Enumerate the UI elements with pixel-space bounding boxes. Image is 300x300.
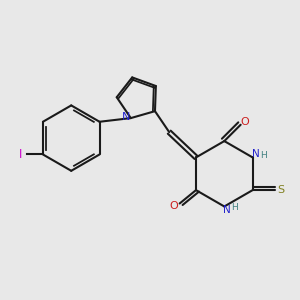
- Text: H: H: [260, 152, 266, 160]
- Text: N: N: [122, 112, 130, 122]
- Text: S: S: [277, 185, 284, 195]
- Text: N: N: [224, 205, 231, 215]
- Text: I: I: [19, 148, 22, 161]
- Text: O: O: [169, 202, 178, 212]
- Text: N: N: [252, 149, 260, 159]
- Text: H: H: [231, 203, 238, 212]
- Text: O: O: [241, 117, 250, 127]
